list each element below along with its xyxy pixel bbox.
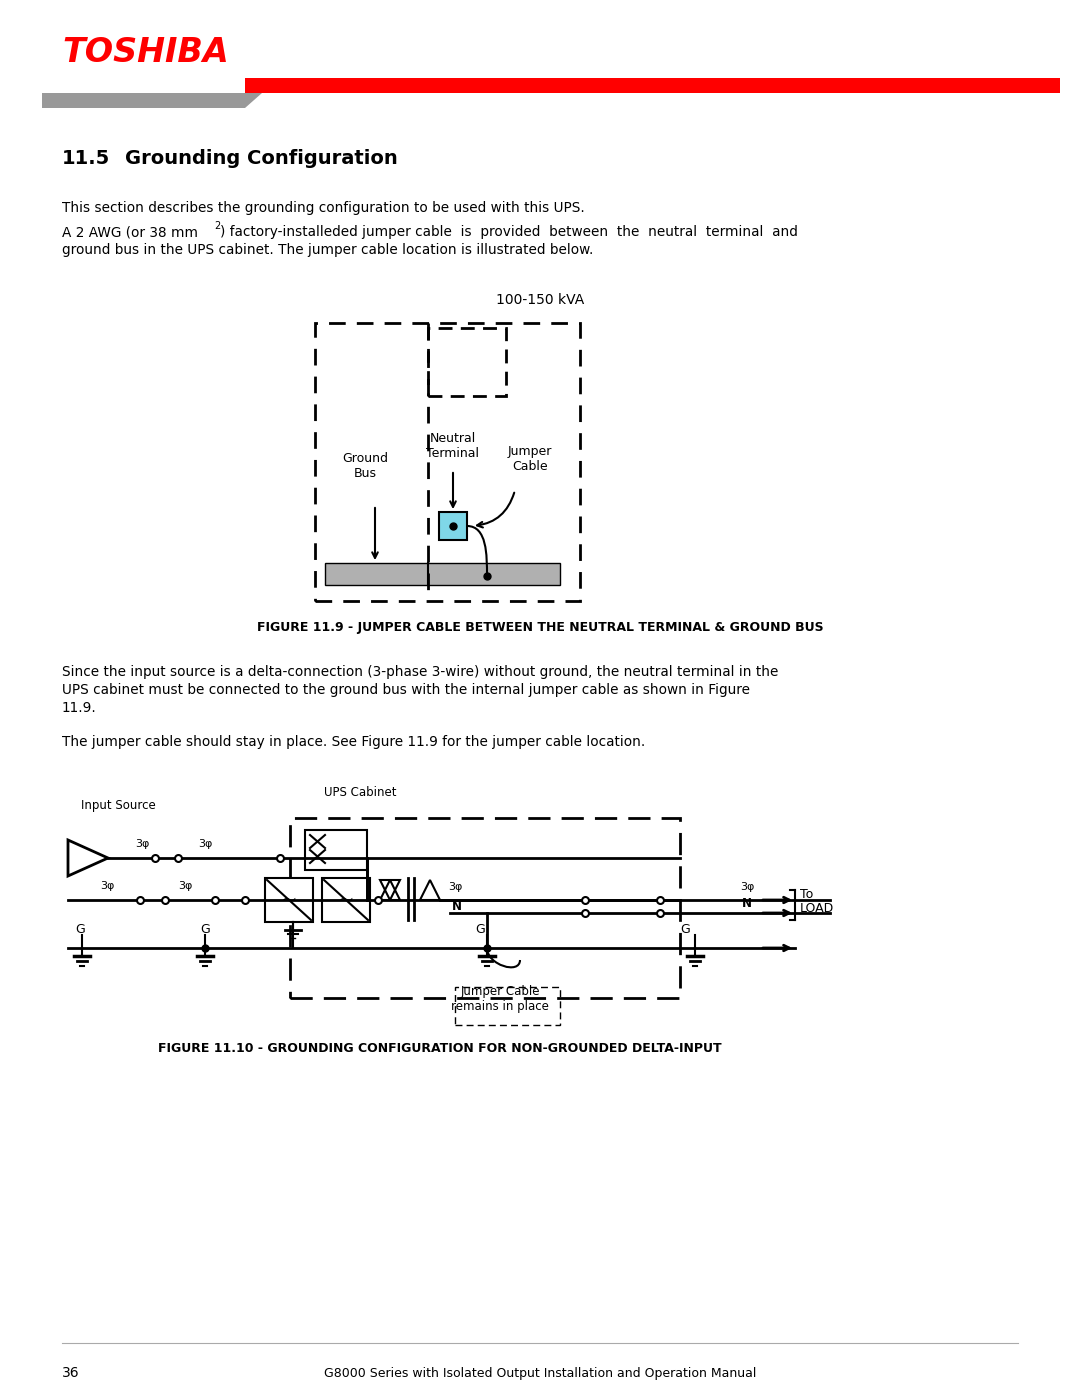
Text: 11.5: 11.5: [62, 148, 110, 168]
Bar: [428, 328, 507, 395]
Text: To: To: [800, 888, 813, 901]
Text: 36: 36: [62, 1366, 80, 1380]
Text: TOSHIBA: TOSHIBA: [62, 35, 229, 68]
Text: The jumper cable should stay in place. See Figure 11.9 for the jumper cable loca: The jumper cable should stay in place. S…: [62, 735, 645, 749]
Text: Grounding Configuration: Grounding Configuration: [125, 148, 397, 168]
Text: Neutral: Neutral: [430, 432, 476, 446]
Polygon shape: [42, 94, 262, 108]
Text: 2: 2: [214, 221, 220, 231]
Bar: [325, 563, 561, 585]
Text: Cable: Cable: [512, 460, 548, 474]
Text: G: G: [200, 923, 210, 936]
Text: N: N: [453, 900, 462, 914]
Text: ~: ~: [338, 890, 354, 909]
Bar: [291, 819, 680, 997]
Text: 3φ: 3φ: [135, 840, 149, 849]
Text: Terminal: Terminal: [427, 447, 480, 460]
Text: Bus: Bus: [353, 467, 377, 481]
Text: This section describes the grounding configuration to be used with this UPS.: This section describes the grounding con…: [62, 201, 584, 215]
Bar: [322, 877, 370, 922]
Bar: [315, 323, 580, 601]
Text: UPS Cabinet: UPS Cabinet: [324, 787, 396, 799]
Text: LOAD: LOAD: [800, 902, 834, 915]
Text: 100-150 kVA: 100-150 kVA: [496, 293, 584, 307]
Text: Input Source: Input Source: [81, 799, 156, 813]
Text: N: N: [742, 897, 752, 909]
Text: ) factory-installeded jumper cable  is  provided  between  the  neutral  termina: ) factory-installeded jumper cable is pr…: [220, 225, 798, 239]
Text: FIGURE 11.9 - JUMPER CABLE BETWEEN THE NEUTRAL TERMINAL & GROUND BUS: FIGURE 11.9 - JUMPER CABLE BETWEEN THE N…: [257, 622, 823, 634]
Text: UPS cabinet must be connected to the ground bus with the internal jumper cable a: UPS cabinet must be connected to the gro…: [62, 683, 750, 697]
Text: 3φ: 3φ: [198, 840, 213, 849]
Text: Jumper Cable: Jumper Cable: [460, 985, 540, 997]
Text: ground bus in the UPS cabinet. The jumper cable location is illustrated below.: ground bus in the UPS cabinet. The jumpe…: [62, 243, 593, 257]
Text: 11.9.: 11.9.: [62, 701, 97, 715]
Text: G: G: [75, 923, 84, 936]
Bar: [265, 877, 313, 922]
Text: 3φ: 3φ: [448, 882, 462, 893]
Text: Jumper: Jumper: [508, 446, 552, 458]
Text: Ground: Ground: [342, 453, 388, 465]
Text: 3φ: 3φ: [178, 882, 192, 891]
Bar: [305, 830, 367, 870]
Text: ~: ~: [281, 890, 297, 909]
Text: G: G: [475, 923, 485, 936]
Text: Since the input source is a delta-connection (3-phase 3-wire) without ground, th: Since the input source is a delta-connec…: [62, 665, 779, 679]
Text: A 2 AWG (or 38 mm: A 2 AWG (or 38 mm: [62, 225, 198, 239]
Bar: [438, 511, 467, 541]
Text: 3φ: 3φ: [100, 882, 114, 891]
Polygon shape: [245, 78, 1059, 94]
Bar: [455, 988, 561, 1025]
Text: G: G: [680, 923, 690, 936]
Text: G8000 Series with Isolated Output Installation and Operation Manual: G8000 Series with Isolated Output Instal…: [324, 1366, 756, 1379]
Text: FIGURE 11.10 - GROUNDING CONFIGURATION FOR NON-GROUNDED DELTA-INPUT: FIGURE 11.10 - GROUNDING CONFIGURATION F…: [158, 1042, 721, 1055]
Text: remains in place: remains in place: [451, 1000, 549, 1013]
Text: 3φ: 3φ: [740, 882, 754, 893]
